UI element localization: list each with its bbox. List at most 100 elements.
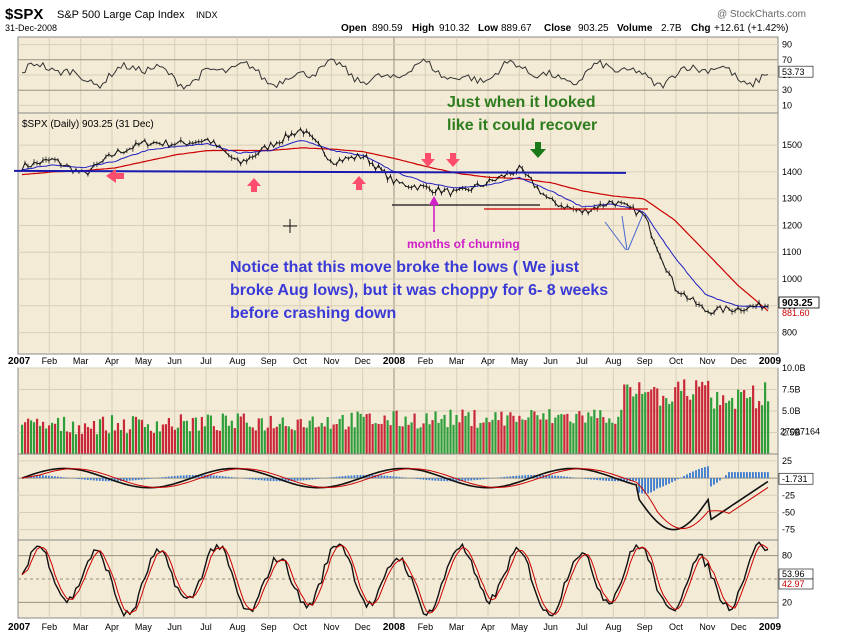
macd-histogram-bar: [167, 476, 170, 479]
volume-bar: [248, 426, 251, 454]
volume-bar: [686, 395, 689, 454]
macd-histogram-bar: [128, 478, 131, 481]
x-axis-top: 2007 Feb Mar Apr May Jun Jul Aug Sep Oct Nov Dec 200…: [8, 356, 782, 367]
macd-histogram-bar: [509, 476, 512, 479]
volume-bar: [281, 417, 284, 454]
volume-bar: [608, 418, 611, 454]
price-line: [21, 128, 769, 315]
x-tick-label: Jul: [200, 622, 212, 632]
x-tick-label: Feb: [42, 356, 58, 366]
macd-histogram-bar: [512, 476, 515, 479]
volume-bar: [176, 427, 179, 454]
macd-histogram-bar: [635, 478, 637, 481]
macd-histogram-bar: [521, 475, 524, 479]
low-value: 889.67: [501, 23, 532, 34]
macd-histogram-bar: [263, 478, 266, 481]
macd-histogram-bar: [350, 475, 353, 479]
macd-signal-line: [21, 468, 769, 529]
volume-bar: [428, 424, 431, 454]
macd-histogram-bar: [572, 477, 575, 479]
volume-bar: [374, 422, 377, 454]
close-value: 903.25: [578, 23, 609, 34]
volume-bar: [338, 418, 341, 454]
x-axis-bottom: 2007 Feb Mar Apr May Jun Jul Aug Sep Oct Nov Dec 200…: [8, 622, 782, 633]
macd-histogram-bar: [98, 478, 101, 481]
x-tick-label: Sep: [261, 622, 277, 632]
volume-bar: [107, 433, 111, 454]
macd-histogram-bar: [680, 477, 682, 479]
macd-histogram-bar: [32, 476, 35, 479]
macd-histogram-bar: [743, 472, 745, 479]
x-tick-label: Aug: [605, 622, 621, 632]
macd-histogram-bar: [398, 476, 401, 479]
volume-bar: [110, 415, 114, 454]
volume-bar: [224, 415, 227, 454]
volume-bar: [104, 430, 108, 454]
x-tick-label: 2007: [8, 622, 31, 633]
volume-panel: [17, 367, 779, 455]
volume-bar: [254, 430, 257, 454]
volume-bar: [437, 422, 440, 454]
text-annotations: Just when it looked like it could recove…: [230, 94, 608, 322]
volume-bar: [353, 427, 356, 454]
macd-histogram-bar: [233, 477, 236, 479]
x-tick-label: Dec: [355, 356, 372, 366]
volume-bar: [86, 426, 90, 454]
macd-histogram-bar: [353, 475, 356, 479]
volume-bar: [53, 423, 57, 454]
volume-bar: [440, 418, 443, 454]
macd-histogram-bar: [737, 472, 739, 479]
macd-histogram-bar: [665, 478, 667, 486]
watermark-label: @ StockCharts.com: [717, 9, 806, 20]
macd-histogram-bar: [245, 478, 248, 479]
volume-bar: [200, 416, 203, 454]
volume-bar: [407, 424, 410, 454]
macd-histogram-bar: [536, 474, 539, 479]
volume-bar: [650, 389, 653, 454]
macd-histogram-bar: [683, 475, 685, 479]
volume-bar: [410, 422, 413, 454]
macd-histogram-bar: [755, 472, 757, 479]
volume-bar: [77, 425, 81, 454]
volume-bar: [62, 416, 66, 454]
x-tick-label: Jul: [576, 622, 588, 632]
volume-bar: [266, 427, 269, 454]
arrow-left-icon: [106, 169, 124, 183]
volume-bar: [344, 429, 347, 454]
macd-histogram-bar: [719, 478, 721, 481]
volume-bar: [329, 428, 332, 454]
volume-bar: [443, 414, 446, 454]
macd-histogram-bar: [41, 475, 44, 479]
macd-histogram-bar: [608, 478, 611, 481]
macd-histogram-bar: [338, 476, 341, 479]
macd-histogram-bar: [392, 476, 395, 479]
volume-bar: [626, 384, 629, 454]
x-tick-label: May: [511, 356, 529, 366]
macd-histogram-bar: [35, 475, 38, 479]
macd-histogram-bar: [317, 478, 320, 479]
date-label: 31-Dec-2008: [5, 23, 57, 33]
macd-histogram-bar: [758, 472, 760, 479]
x-tick-label: Aug: [229, 622, 245, 632]
macd-histogram-bar: [443, 478, 446, 482]
macd-histogram-bar: [569, 477, 572, 479]
volume-bar: [563, 414, 566, 454]
macd-histogram-bar: [332, 477, 335, 479]
macd-histogram-bar: [734, 472, 736, 479]
macd-histogram-bar: [191, 474, 194, 479]
volume-bar: [578, 411, 581, 454]
volume-bar: [227, 425, 230, 454]
volume-bar: [590, 416, 593, 454]
macd-histogram-bar: [269, 478, 272, 481]
volume-bar: [173, 429, 176, 454]
volume-bar: [617, 416, 620, 454]
rsi-panel: [17, 36, 779, 114]
high-label: High: [412, 23, 434, 34]
macd-histogram-bar: [416, 478, 419, 479]
volume-bar: [80, 433, 84, 454]
macd-histogram-bar: [422, 478, 425, 480]
volume-bar: [647, 391, 650, 454]
volume-bar: [290, 429, 293, 454]
volume-bar: [713, 408, 716, 454]
pointer-line: [621, 215, 628, 251]
